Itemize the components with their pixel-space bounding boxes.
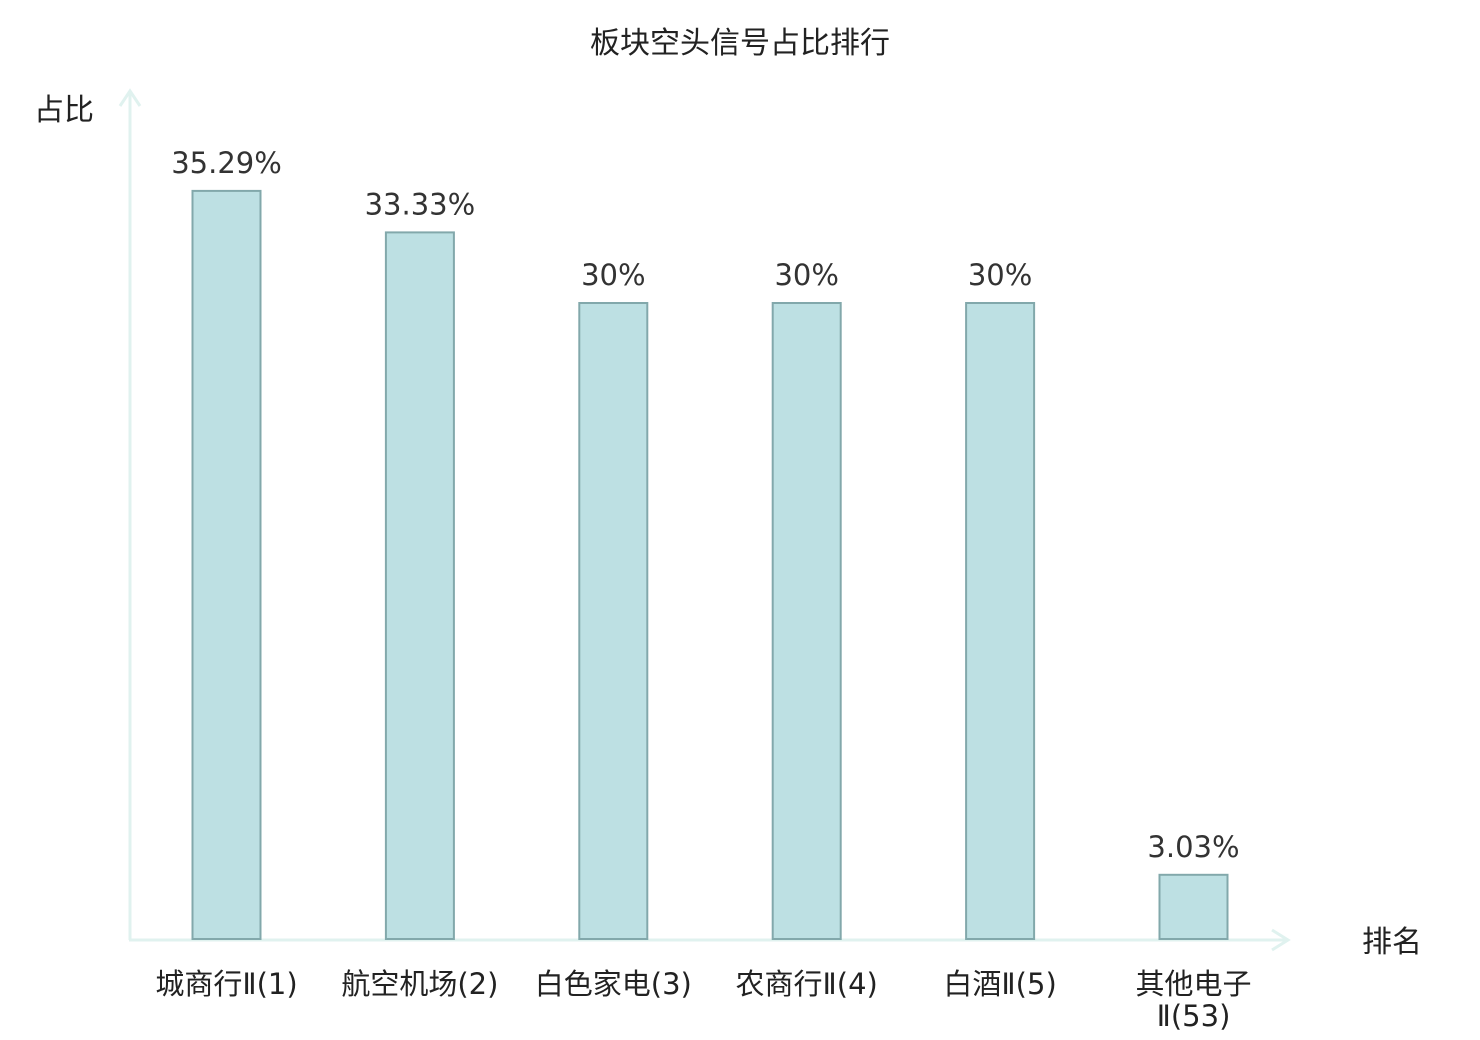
y-axis-title: 占比 bbox=[34, 93, 94, 128]
y-axis-arrow bbox=[118, 88, 142, 107]
bar-5 bbox=[965, 302, 1036, 940]
bar-6 bbox=[1158, 873, 1229, 940]
value-labels-group: 35.29% 33.33% 30% 30% 30% 3.03% bbox=[171, 146, 1239, 864]
x-axis-title: 排名 bbox=[1362, 925, 1422, 960]
chart-title: 板块空头信号占比排行 bbox=[590, 26, 890, 61]
x-axis-arrow bbox=[1271, 928, 1291, 952]
category-label-2: 航空机场(2) bbox=[341, 967, 498, 1001]
bar-4 bbox=[771, 302, 842, 940]
value-label-2: 33.33% bbox=[365, 187, 476, 221]
category-label-5: 白酒Ⅱ(5) bbox=[943, 967, 1056, 1001]
value-label-3: 30% bbox=[581, 258, 645, 292]
value-label-6: 3.03% bbox=[1147, 830, 1239, 864]
bar-1 bbox=[191, 189, 262, 940]
category-label-6-line-2: Ⅱ(53) bbox=[1157, 999, 1231, 1033]
category-label-4: 农商行Ⅱ(4) bbox=[736, 967, 878, 1001]
axes bbox=[118, 88, 1291, 952]
category-label-1: 城商行Ⅱ(1) bbox=[155, 967, 297, 1001]
value-label-5: 30% bbox=[968, 258, 1032, 292]
category-labels-group: 城商行Ⅱ(1) 航空机场(2) 白色家电(3) 农商行Ⅱ(4) 白酒Ⅱ(5) 其他电子Ⅱ(… bbox=[155, 967, 1251, 1033]
value-label-1: 35.29% bbox=[171, 146, 282, 180]
bar-2 bbox=[384, 231, 455, 940]
bars-group bbox=[191, 189, 1229, 940]
bar-3 bbox=[578, 302, 649, 940]
category-label-6-line-1: 其他电子 bbox=[1135, 967, 1251, 1001]
value-label-4: 30% bbox=[774, 258, 838, 292]
category-label-3: 白色家电(3) bbox=[535, 967, 692, 1001]
